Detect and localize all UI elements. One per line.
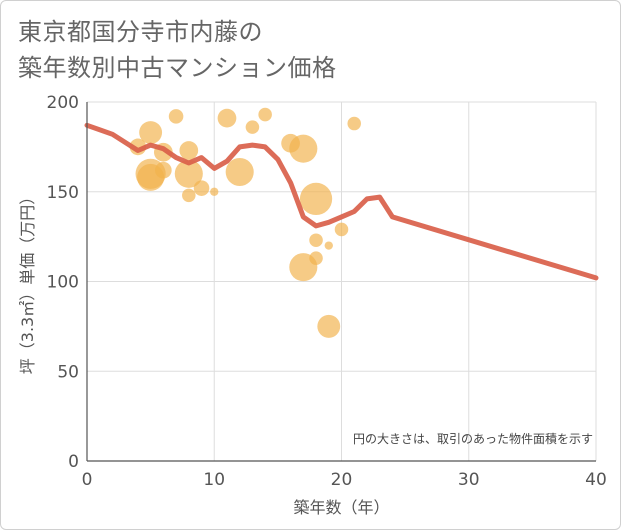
chart-title: 東京都国分寺市内藤の 築年数別中古マンション価格 [18, 14, 337, 86]
chart-title-line-2: 築年数別中古マンション価格 [18, 54, 337, 82]
tick-labels: 0 10 20 30 40 0 50 100 150 200 [47, 93, 607, 490]
bubble-14 [245, 120, 260, 134]
y-axis-label: 坪（3.3㎡）単価（万円） [18, 189, 37, 374]
y-tick-label-50: 50 [57, 362, 79, 382]
bubble-19 [299, 182, 333, 216]
bubble-21 [309, 251, 323, 265]
y-tick-label-200: 200 [47, 93, 79, 113]
x-tick-label-10: 10 [203, 470, 225, 490]
axes [86, 102, 596, 462]
trend-series [84, 122, 599, 281]
bubble-series [129, 107, 361, 338]
bubble-20 [309, 233, 323, 247]
x-axis-label: 築年数（年） [293, 498, 389, 517]
y-tick-label-150: 150 [47, 183, 79, 203]
bubble-23 [317, 314, 341, 338]
bubble-13 [225, 157, 254, 187]
y-tick-label-100: 100 [47, 273, 79, 293]
size-annotation: 円の大きさは、取引のあった物件面積を示す [353, 431, 593, 446]
y-tick-label-0: 0 [68, 452, 79, 472]
bubble-22 [324, 241, 333, 250]
bubble-11 [210, 187, 219, 196]
bubble-1 [139, 121, 163, 144]
bubble-5 [155, 161, 172, 179]
x-tick-label-0: 0 [82, 470, 93, 490]
chart-title-line-1: 東京都国分寺市内藤の [18, 18, 263, 46]
bubble-17 [289, 134, 318, 163]
bubble-10 [193, 180, 210, 196]
bubble-8 [174, 159, 203, 188]
bubble-7 [179, 141, 199, 160]
bubble-12 [217, 108, 237, 128]
x-tick-label-20: 20 [331, 470, 353, 490]
x-tick-label-30: 30 [458, 470, 480, 490]
bubble-15 [258, 107, 272, 122]
x-tick-label-40: 40 [585, 470, 607, 490]
trend-line [84, 122, 599, 281]
grid-lines [87, 101, 597, 461]
bubble-24 [334, 222, 349, 237]
bubble-6 [168, 109, 184, 124]
bubble-25 [347, 116, 361, 131]
bubble-9 [182, 188, 196, 203]
